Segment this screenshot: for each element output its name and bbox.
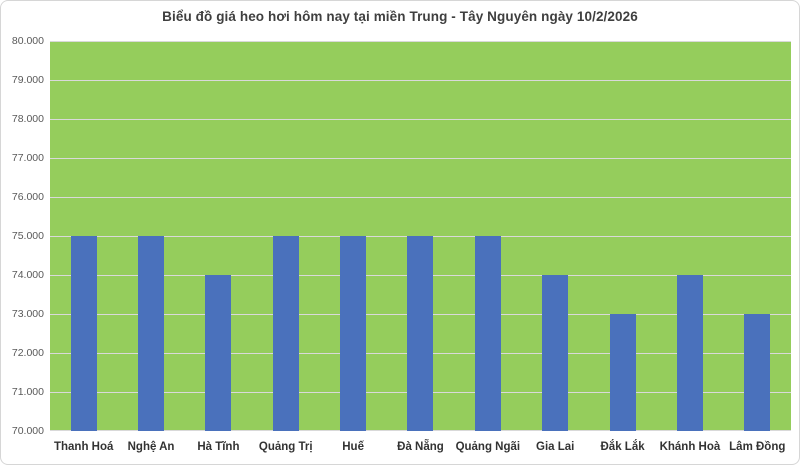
y-tick-label: 79.000 xyxy=(11,73,44,86)
chart-title: Biểu đồ giá heo hơi hôm nay tại miền Tru… xyxy=(162,9,638,24)
y-tick-label: 73.000 xyxy=(11,307,44,320)
y-tick-label: 75.000 xyxy=(11,229,44,242)
x-tick-label: Gia Lai xyxy=(536,441,575,453)
x-tick-label: Huế xyxy=(342,441,364,453)
y-tick-label: 74.000 xyxy=(11,268,44,281)
y-tick-label: 80.000 xyxy=(11,34,44,47)
bar-đắk-lắk xyxy=(609,314,636,431)
y-tick-label: 76.000 xyxy=(11,190,44,203)
gridline xyxy=(50,80,791,81)
bar-lâm-đồng xyxy=(744,314,771,431)
x-tick-label: Lâm Đồng xyxy=(729,441,786,453)
y-tick-label: 71.000 xyxy=(11,385,44,398)
x-tick-label: Nghệ An xyxy=(127,441,175,453)
bar-slot xyxy=(252,41,319,431)
bar-huế xyxy=(340,236,367,431)
y-tick-label: 78.000 xyxy=(11,112,44,125)
x-tick-label: Quảng Ngãi xyxy=(455,441,521,453)
bar-slot xyxy=(724,41,791,431)
x-tick-label: Quảng Trị xyxy=(258,441,313,453)
bar-gia-lai xyxy=(542,275,569,431)
bars-row xyxy=(50,41,791,431)
y-tick-label: 70.000 xyxy=(11,424,44,437)
x-tick-label: Đà Nẵng xyxy=(397,441,444,453)
bar-nghệ-an xyxy=(138,236,165,431)
x-tick-label: Thanh Hoá xyxy=(53,441,114,453)
bar-slot xyxy=(589,41,656,431)
bar-slot xyxy=(117,41,184,431)
bar-hà-tĩnh xyxy=(205,275,232,431)
bar-quảng-trị xyxy=(272,236,299,431)
gridline xyxy=(50,158,791,159)
bar-slot xyxy=(454,41,521,431)
x-tick-label: Đắk Lắk xyxy=(600,441,645,453)
plot-area xyxy=(50,41,791,431)
gridline xyxy=(50,119,791,120)
bar-slot xyxy=(185,41,252,431)
bar-slot xyxy=(50,41,117,431)
x-axis: Thanh Hoá Nghệ An Hà Tĩnh Quảng Trị Huế Đà Nẵ… xyxy=(50,437,791,459)
bar-slot xyxy=(387,41,454,431)
bar-thanh-hoá xyxy=(70,236,97,431)
gridline xyxy=(50,41,791,42)
y-tick-label: 77.000 xyxy=(11,151,44,164)
bar-quảng-ngãi xyxy=(474,236,501,431)
bar-slot xyxy=(656,41,723,431)
bar-đà-nẵng xyxy=(407,236,434,431)
bar-khánh-hoà xyxy=(676,275,703,431)
y-axis: 80.000 79.000 78.000 77.000 76.000 75.000 74.0… xyxy=(1,35,44,437)
bar-slot xyxy=(319,41,386,431)
y-tick-label: 72.000 xyxy=(11,346,44,359)
x-tick-label: Hà Tĩnh xyxy=(197,441,240,453)
bar-slot xyxy=(522,41,589,431)
x-tick-label: Khánh Hoà xyxy=(659,441,721,453)
gridline xyxy=(50,197,791,198)
